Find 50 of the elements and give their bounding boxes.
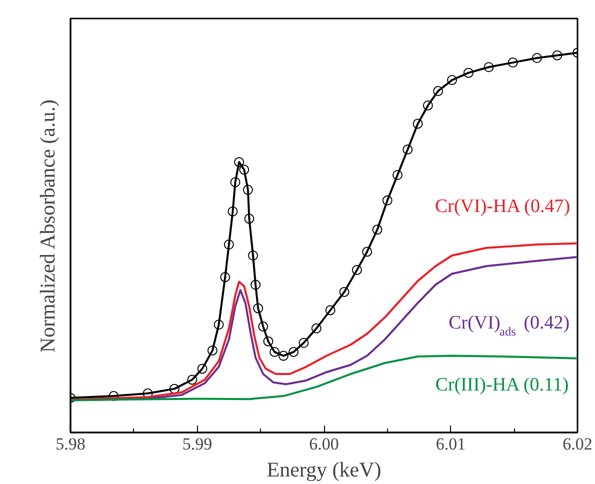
x-tick-label: 5.99 [182, 434, 212, 454]
point [253, 303, 264, 314]
x-tick-label: 6.01 [436, 434, 466, 454]
series-label: Cr(VI)-HA (0.47) [434, 196, 570, 218]
point [382, 195, 392, 206]
point [263, 336, 274, 346]
point [214, 320, 224, 330]
point [220, 272, 230, 282]
point [278, 350, 288, 361]
point [463, 68, 474, 78]
series-label: Cr(III)-HA (0.11) [435, 374, 569, 396]
point [392, 170, 403, 180]
point [270, 346, 280, 357]
point [311, 323, 322, 334]
point [258, 322, 268, 332]
point [484, 62, 494, 72]
point [288, 346, 299, 357]
y-axis-title: Normalized Absorbance (a.u.) [36, 100, 60, 353]
point [508, 58, 518, 68]
point [372, 224, 382, 235]
point [244, 214, 254, 224]
point [187, 374, 198, 385]
point [362, 246, 372, 257]
point [325, 305, 336, 316]
point [250, 280, 261, 290]
point [422, 100, 433, 110]
point [207, 345, 218, 356]
point [108, 391, 119, 402]
x-tick-label: 5.98 [56, 434, 86, 454]
x-axis-title: Energy (keV) [266, 458, 382, 482]
point [433, 86, 444, 96]
x-tick-label: 6.02 [562, 434, 592, 454]
point [412, 118, 423, 129]
point [402, 144, 413, 155]
point [197, 364, 208, 374]
point [248, 250, 258, 260]
point [228, 206, 238, 216]
point [224, 240, 234, 250]
point [239, 164, 250, 175]
point [234, 157, 244, 168]
point [447, 75, 458, 86]
point [552, 50, 562, 60]
point [230, 177, 240, 188]
x-tick-label: 6.00 [309, 434, 339, 454]
point [169, 384, 180, 394]
point [339, 286, 350, 297]
point [532, 53, 542, 63]
point [298, 338, 309, 348]
point [242, 184, 253, 195]
point [352, 264, 362, 275]
